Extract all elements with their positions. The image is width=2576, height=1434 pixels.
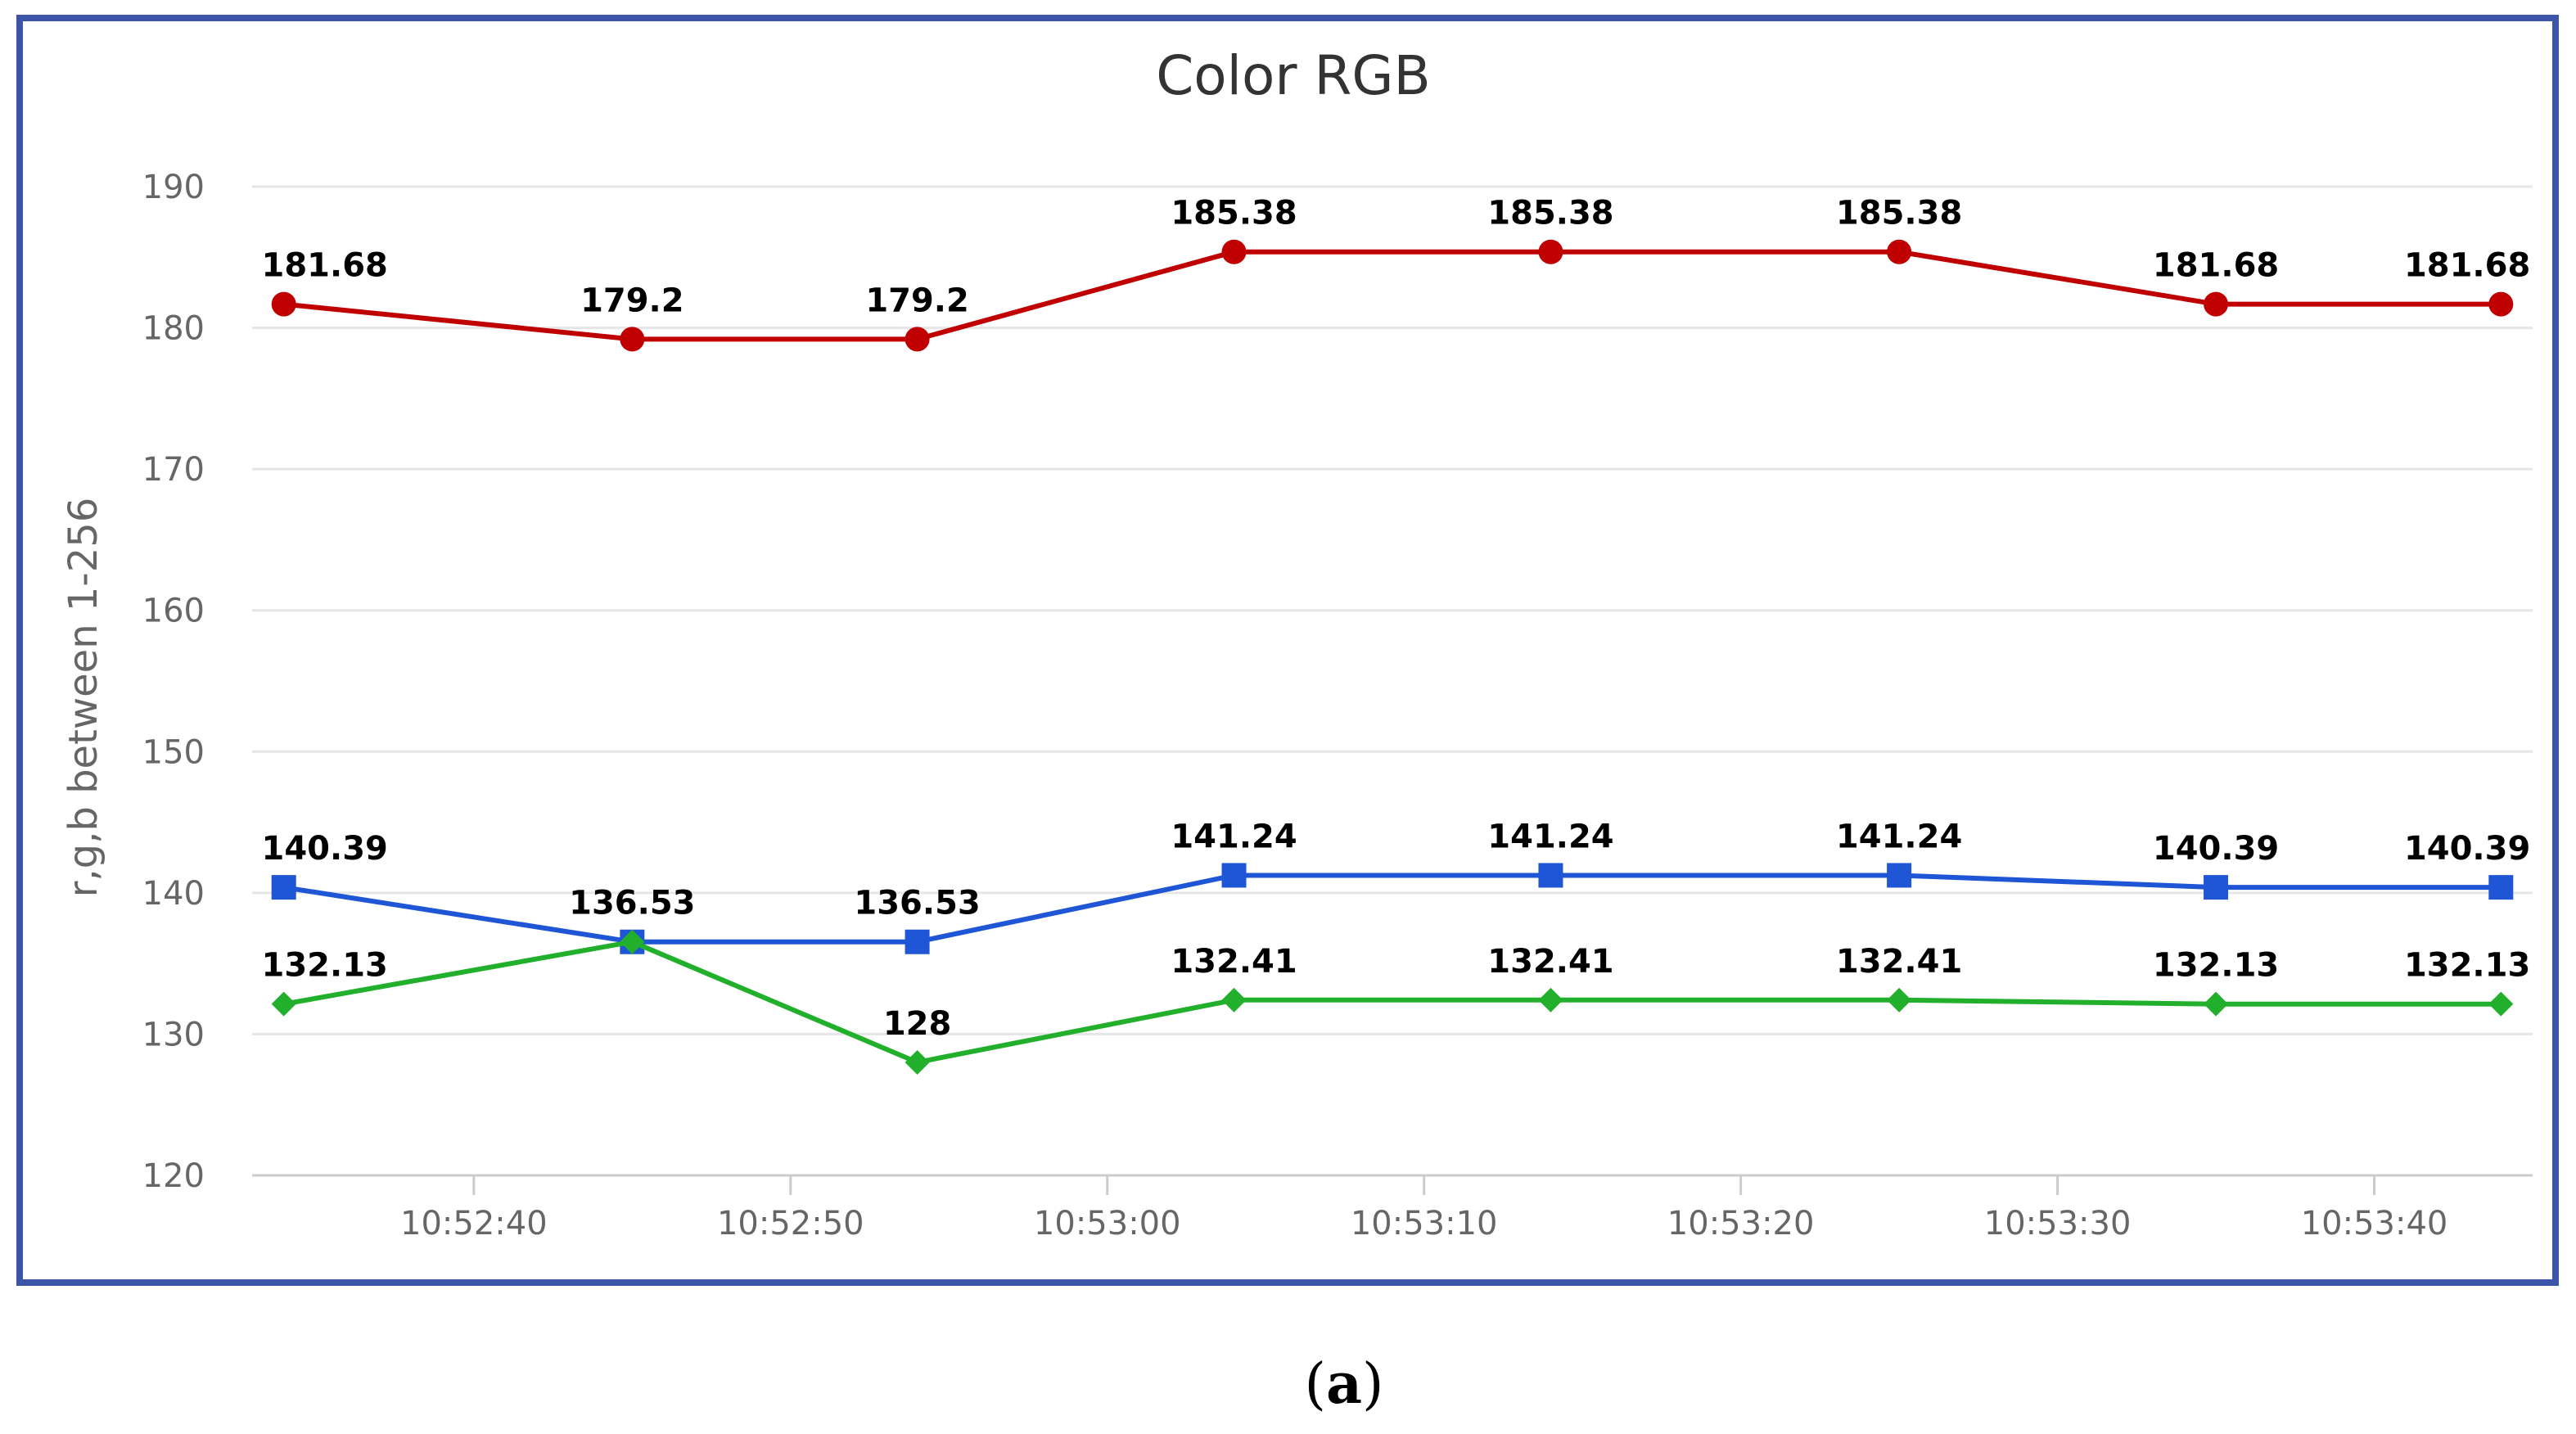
y-tick-labels: 120 130 140 150 160 170 180 190 <box>142 169 205 1195</box>
x-tick-label: 10:53:30 <box>1984 1205 2132 1242</box>
data-point <box>2488 875 2514 900</box>
data-label: 132.13 <box>2153 947 2279 985</box>
y-tick-label: 180 <box>142 310 205 348</box>
data-point <box>1538 863 1563 888</box>
data-label: 132.41 <box>1836 943 1962 981</box>
data-label: 136.53 <box>569 885 695 922</box>
chart-frame <box>16 15 2559 1286</box>
data-point <box>2204 991 2229 1017</box>
data-point <box>271 991 296 1017</box>
y-tick-label: 170 <box>142 451 205 489</box>
data-point <box>1887 239 1912 264</box>
data-label: 185.38 <box>1836 195 1962 232</box>
data-label: 179.2 <box>580 282 684 319</box>
y-tick-label: 140 <box>142 875 205 913</box>
chart-title: Color RGB <box>1156 44 1431 107</box>
x-tick-label: 10:52:40 <box>400 1205 548 1242</box>
x-tick-label: 10:53:10 <box>1351 1205 1498 1242</box>
data-label: 132.13 <box>262 947 388 985</box>
grid-lines <box>252 185 2533 1035</box>
data-point <box>620 327 645 352</box>
y-tick-label: 160 <box>142 593 205 630</box>
data-point <box>1221 863 1247 888</box>
y-tick-label: 190 <box>142 169 205 206</box>
data-label: 141.24 <box>1487 818 1613 855</box>
caption-letter: a <box>1326 1351 1362 1417</box>
data-label: 132.41 <box>1171 943 1297 981</box>
figure-caption: (a) <box>1304 1351 1383 1417</box>
series-line <box>283 249 2502 342</box>
data-point <box>2204 291 2229 317</box>
caption-open: ( <box>1304 1352 1326 1417</box>
data-point <box>1887 863 1912 888</box>
data-label: 185.38 <box>1487 195 1613 232</box>
y-tick-label: 130 <box>142 1016 205 1053</box>
data-label: 136.53 <box>854 885 980 922</box>
y-axis-label: r,g,b between 1-256 <box>61 498 106 898</box>
caption-close: ) <box>1362 1352 1384 1417</box>
series-line <box>283 939 2502 1065</box>
series-line <box>283 873 2502 945</box>
data-label: 185.38 <box>1171 195 1297 232</box>
data-point <box>905 929 930 954</box>
data-point <box>271 291 296 317</box>
data-point <box>1221 239 1247 264</box>
x-tick-label: 10:53:40 <box>2301 1205 2448 1242</box>
x-axis <box>252 1174 2533 1195</box>
x-tick-label: 10:53:20 <box>1667 1205 1815 1242</box>
data-label: 140.39 <box>2153 830 2279 868</box>
data-labels: 181.68 179.2 179.2 185.38 185.38 185.38 181.68… <box>262 195 2531 1043</box>
data-point <box>905 1049 930 1075</box>
x-tick-label: 10:52:50 <box>717 1205 864 1242</box>
data-label: 141.24 <box>1171 818 1297 855</box>
data-label: 181.68 <box>2404 247 2530 285</box>
y-tick-label: 150 <box>142 733 205 771</box>
data-label: 132.41 <box>1487 943 1613 981</box>
data-label: 128 <box>883 1005 952 1043</box>
data-point <box>1538 239 1563 264</box>
data-label: 179.2 <box>865 282 969 319</box>
data-label: 181.68 <box>262 247 388 285</box>
data-point <box>2204 875 2229 900</box>
data-point <box>2488 291 2514 317</box>
x-tick-label: 10:53:00 <box>1034 1205 1181 1242</box>
data-label: 132.13 <box>2404 947 2530 985</box>
data-point <box>1887 987 1912 1012</box>
data-label: 141.24 <box>1836 818 1962 855</box>
data-point <box>620 929 645 954</box>
x-tick-labels: 10:52:40 10:52:50 10:53:00 10:53:10 10:53:20… <box>400 1205 2447 1242</box>
data-point <box>1538 987 1563 1012</box>
data-point <box>905 327 930 352</box>
data-label: 140.39 <box>2404 830 2530 868</box>
data-point <box>2488 991 2514 1017</box>
data-label: 140.39 <box>262 830 388 868</box>
data-label: 181.68 <box>2153 247 2279 285</box>
data-point <box>271 875 296 900</box>
y-tick-label: 120 <box>142 1157 205 1195</box>
series-lines <box>271 239 2514 1075</box>
data-point <box>1221 987 1247 1012</box>
